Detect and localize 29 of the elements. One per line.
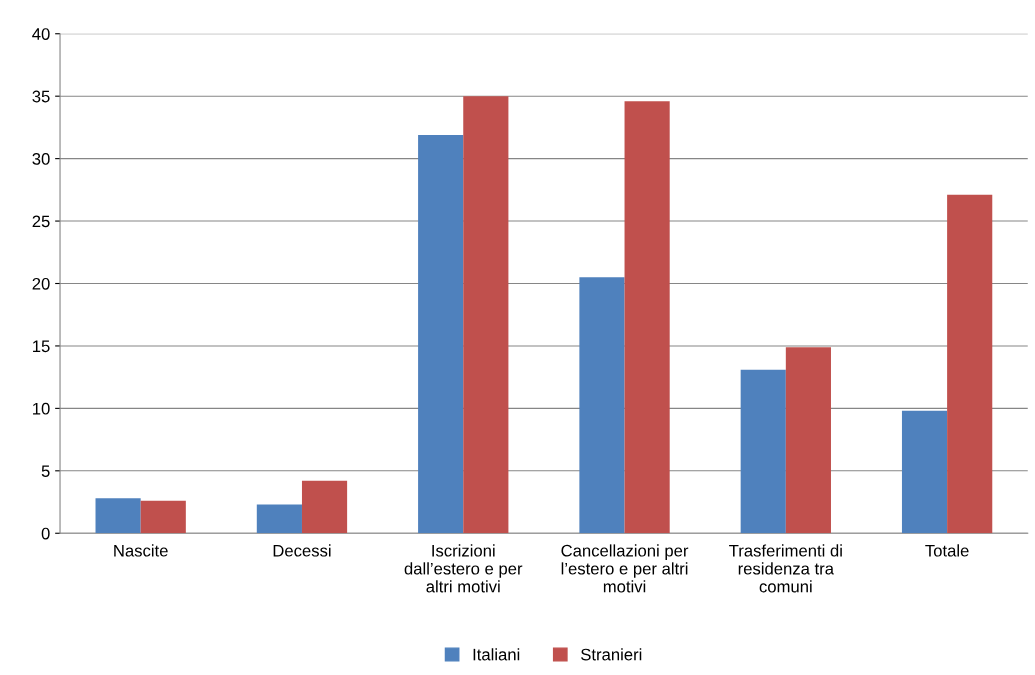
y-tick-label: 40 <box>32 28 50 40</box>
y-tick-label: 15 <box>33 340 50 353</box>
bar <box>301 480 348 534</box>
bar <box>95 498 141 534</box>
x-tick-label: Decessi <box>273 544 331 557</box>
y-tick-label: 0 <box>41 527 50 540</box>
x-tick-label: Cancellazioni per l’estero e per altri motivi <box>561 544 689 593</box>
bar <box>256 504 302 534</box>
legend-label: Stranieri <box>581 648 642 661</box>
bar <box>947 194 993 534</box>
y-tick-label: 25 <box>32 215 50 228</box>
y-tick-label: 35 <box>32 90 50 103</box>
bar <box>579 277 625 534</box>
x-tick-label: Totale <box>925 544 969 557</box>
bar <box>901 410 948 534</box>
y-tick-label: 20 <box>32 277 50 290</box>
x-tick-label: Trasferimenti di residenza tra comuni <box>729 544 842 593</box>
y-tick-label: 30 <box>32 153 50 165</box>
bar <box>418 134 464 534</box>
y-tick-label: 5 <box>41 465 50 478</box>
x-tick-label: Iscrizioni dall’estero e per altri motivi <box>404 544 523 593</box>
legend-label: Italiani <box>473 648 520 661</box>
bar <box>463 96 509 534</box>
bar <box>624 101 670 534</box>
bar <box>140 500 186 534</box>
y-tick-label: 10 <box>33 402 50 415</box>
x-tick-label: Nascite <box>114 544 168 557</box>
bar <box>785 347 831 534</box>
bar <box>740 369 786 534</box>
